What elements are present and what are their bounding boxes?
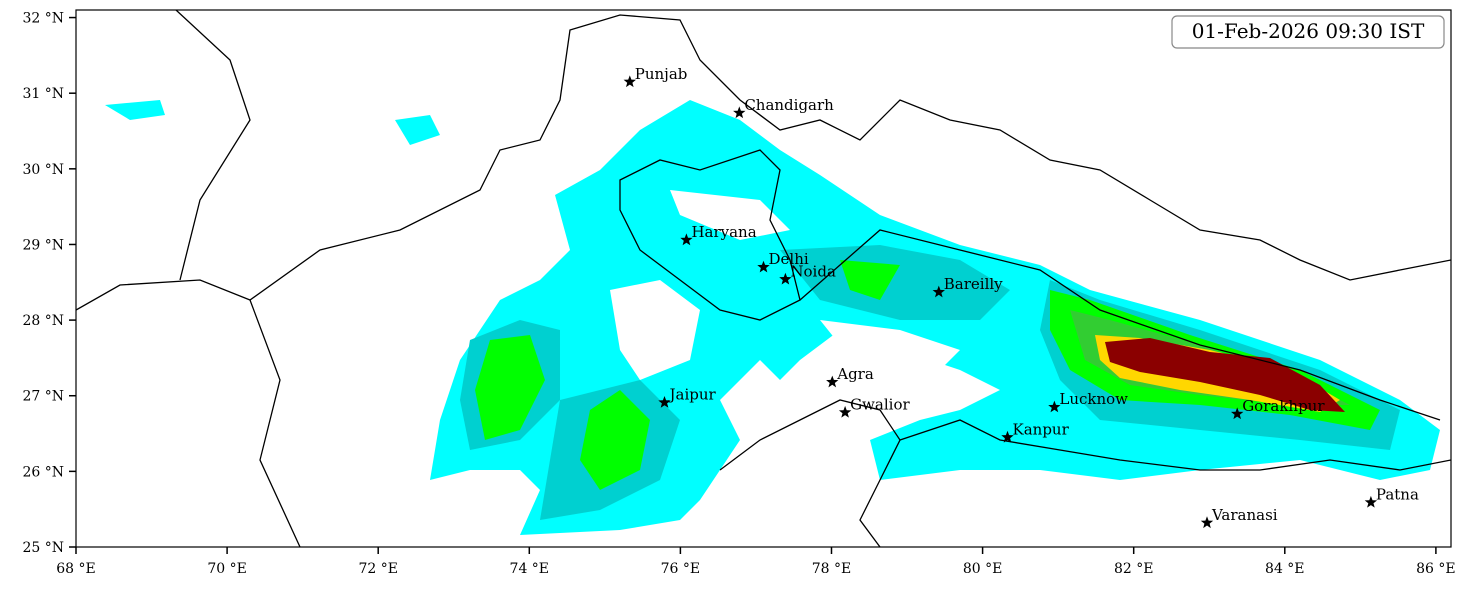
borders <box>76 10 1451 547</box>
x-tick-label: 84 °E <box>1265 561 1304 577</box>
y-tick-label: 32 °N <box>22 11 64 27</box>
y-tick-label: 29 °N <box>22 237 64 253</box>
x-tick-label: 82 °E <box>1114 561 1153 577</box>
city-label: Noida <box>790 262 836 280</box>
x-tick-label: 78 °E <box>812 561 851 577</box>
city-marker <box>1231 407 1244 420</box>
city-marker <box>1200 516 1214 529</box>
city-marker <box>680 233 693 246</box>
city-marker <box>1001 430 1014 443</box>
x-tick-label: 86 °E <box>1416 561 1455 577</box>
city-label: Bareilly <box>944 275 1003 293</box>
y-tick-label: 25 °N <box>22 540 64 556</box>
city-label: Varanasi <box>1211 506 1278 524</box>
x-tick-label: 72 °E <box>358 561 397 577</box>
y-tick-label: 26 °N <box>22 464 64 480</box>
city-label: Haryana <box>691 223 756 241</box>
city-label: Patna <box>1376 485 1419 503</box>
y-tick-label: 30 °N <box>22 162 64 178</box>
x-tick-label: 74 °E <box>510 561 549 577</box>
city-marker <box>1364 495 1378 508</box>
city-label: Chandigarh <box>744 96 834 114</box>
city-label: Jaipur <box>668 386 717 404</box>
city-marker <box>623 75 636 88</box>
city-label: Gwalior <box>850 395 910 413</box>
y-tick-label: 28 °N <box>22 313 64 329</box>
x-tick-label: 68 °E <box>56 561 95 577</box>
timestamp: 01-Feb-2026 09:30 IST <box>1192 19 1425 43</box>
city-label: Delhi <box>769 250 809 268</box>
plot-frame <box>75 9 1452 548</box>
x-tick-label: 70 °E <box>207 561 246 577</box>
city-marker <box>932 285 945 298</box>
city-label: Punjab <box>635 65 688 83</box>
city-marker <box>658 396 671 408</box>
city-label: Agra <box>836 365 874 383</box>
x-tick-label: 80 °E <box>963 561 1002 577</box>
city-label: Lucknow <box>1059 390 1128 408</box>
city-label: Kanpur <box>1013 420 1070 438</box>
y-tick-label: 27 °N <box>22 389 64 405</box>
timestamp-box <box>1171 15 1445 49</box>
city-marker <box>838 405 852 418</box>
city-label: Gorakhpur <box>1242 397 1325 415</box>
precipitation-field <box>105 100 1440 535</box>
x-tick-label: 76 °E <box>661 561 700 577</box>
city-marker <box>757 260 770 273</box>
city-marker <box>733 106 746 119</box>
city-marker <box>826 375 839 388</box>
y-tick-label: 31 °N <box>22 86 64 102</box>
city-marker <box>779 272 792 285</box>
city-marker <box>1048 400 1061 413</box>
